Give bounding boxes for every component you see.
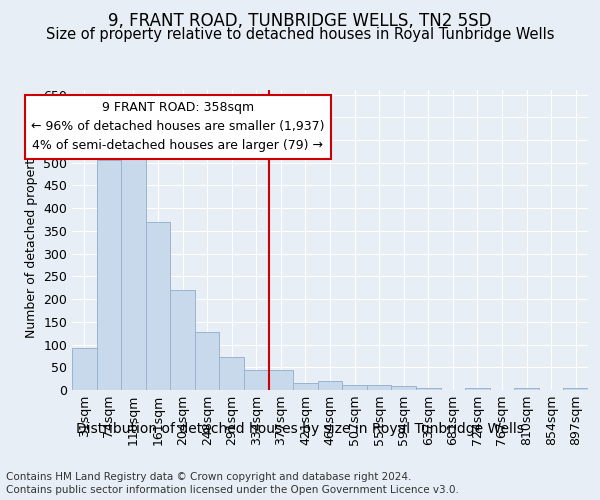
Text: Distribution of detached houses by size in Royal Tunbridge Wells: Distribution of detached houses by size … (76, 422, 524, 436)
Bar (146, 222, 170, 390)
Text: Contains public sector information licensed under the Open Government Licence v3: Contains public sector information licen… (6, 485, 459, 495)
Bar (72, 348, 97, 390)
Text: 9 FRANT ROAD: 358sqm
← 96% of detached houses are smaller (1,937)
4% of semi-det: 9 FRANT ROAD: 358sqm ← 96% of detached h… (31, 102, 325, 152)
Bar (514, 388, 539, 390)
Bar (416, 388, 440, 390)
Bar (342, 385, 367, 390)
Bar (244, 370, 269, 390)
Bar (391, 386, 416, 390)
Text: Size of property relative to detached houses in Royal Tunbridge Wells: Size of property relative to detached ho… (46, 28, 554, 42)
Bar (121, 146, 146, 390)
Bar (293, 383, 318, 390)
Bar (170, 290, 195, 390)
Text: 9, FRANT ROAD, TUNBRIDGE WELLS, TN2 5SD: 9, FRANT ROAD, TUNBRIDGE WELLS, TN2 5SD (108, 12, 492, 30)
Bar (97, 160, 121, 390)
Text: Contains HM Land Registry data © Crown copyright and database right 2024.: Contains HM Land Registry data © Crown c… (6, 472, 412, 482)
Y-axis label: Number of detached properties: Number of detached properties (25, 142, 38, 338)
Bar (318, 382, 342, 390)
Bar (195, 332, 220, 390)
Bar (367, 385, 391, 390)
Bar (465, 388, 490, 390)
Bar (269, 370, 293, 390)
Bar (563, 388, 588, 390)
Bar (220, 358, 244, 390)
